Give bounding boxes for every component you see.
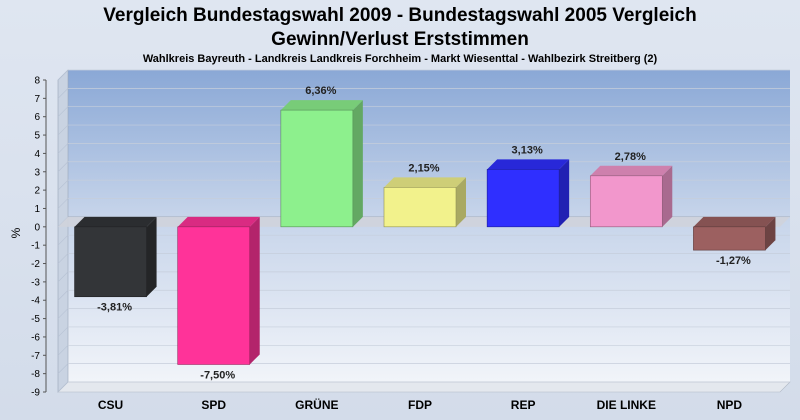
x-tick-label: NPD: [717, 398, 743, 412]
y-tick-label: -8: [31, 369, 40, 380]
bar-top: [74, 216, 157, 227]
bar: [589, 175, 663, 228]
bar: [383, 187, 457, 228]
y-tick-label: 4: [34, 149, 40, 160]
plot-left-wall: [57, 69, 69, 393]
chart-title-line2: Gewinn/Verlust Erststimmen: [271, 29, 529, 50]
gridline-depth: [57, 253, 69, 264]
data-label: -3,81%: [97, 302, 132, 314]
bar-side: [249, 216, 260, 365]
x-tick-label: SPD: [201, 398, 226, 412]
data-label: 6,36%: [305, 85, 336, 97]
bar-top: [487, 159, 570, 170]
bar-top: [280, 100, 363, 111]
y-axis-label: %: [9, 227, 23, 238]
gridline-depth: [57, 198, 69, 209]
bar: [280, 109, 354, 228]
data-label: -7,50%: [200, 369, 235, 381]
gridline-depth: [57, 345, 69, 356]
y-tick-label: 3: [34, 167, 40, 178]
chart-subtitle: Wahlkreis Bayreuth - Landkreis Landkreis…: [142, 53, 658, 65]
plot-floor: [57, 381, 791, 393]
gridline-depth: [57, 290, 69, 301]
gridline-depth: [57, 69, 69, 81]
bar-top: [590, 165, 673, 176]
y-tick-label: 2: [34, 186, 40, 197]
bar-top: [384, 177, 466, 188]
x-axis: CSU SPD GRÜNE FDP REP DIE LINKE NPD: [98, 397, 743, 412]
bar-side: [456, 177, 466, 227]
y-tick-label: -7: [31, 351, 40, 362]
bar: [693, 226, 766, 251]
gridline-depth: [57, 124, 69, 136]
gridline-depth: [57, 106, 69, 117]
y-tick-label: -1: [31, 241, 40, 252]
gridline-depth: [57, 234, 69, 246]
y-tick-label: 1: [34, 204, 40, 215]
gridline-depth: [57, 179, 69, 191]
bar: [74, 226, 147, 298]
y-tick-label: 0: [34, 222, 40, 233]
chart-title: Vergleich Bundestagswahl 2009 - Bundesta…: [103, 5, 697, 26]
y-tick-label: 8: [34, 76, 40, 87]
y-axis: 8 7 6 5 4 3 2 1 0 -1 -2 -3 -4 -5 -6 -7 -8 -9: [31, 76, 47, 399]
data-label: -1,27%: [716, 255, 751, 267]
y-tick-label: -2: [31, 259, 40, 270]
bar-top: [693, 216, 776, 227]
data-label: 3,13%: [512, 144, 543, 156]
bar: [486, 169, 560, 228]
gridline-depth: [57, 161, 69, 172]
gridline-depth: [57, 308, 69, 319]
x-tick-label: GRÜNE: [295, 397, 338, 412]
y-tick-label: -3: [31, 277, 40, 288]
y-tick-label: 7: [34, 94, 40, 105]
y-tick-label: -9: [31, 388, 40, 399]
y-tick-label: -5: [31, 314, 40, 325]
data-label: 2,15%: [408, 162, 439, 174]
bar-side: [146, 216, 157, 297]
plot-back-wall: [58, 70, 790, 392]
gridline-depth: [57, 271, 69, 283]
y-tick-label: -6: [31, 332, 40, 343]
y-tick-label: -4: [31, 296, 40, 307]
bar-side: [352, 100, 363, 227]
plot-background: [57, 69, 791, 393]
bar-side: [662, 165, 673, 227]
x-tick-label: DIE LINKE: [597, 398, 656, 412]
data-label: 2,78%: [615, 151, 646, 163]
y-tick-label: 5: [34, 131, 40, 142]
gridline-depth: [57, 326, 69, 338]
gridline-depth: [57, 363, 69, 374]
bars: -3,81% -7,50% 6,36% 2,15% 3,13% 2,78% -1,27%: [74, 85, 776, 381]
bar-side: [765, 216, 776, 251]
x-tick-label: FDP: [408, 398, 432, 412]
bar-side: [559, 159, 570, 227]
gridline-depth: [57, 143, 69, 154]
x-tick-label: REP: [511, 398, 536, 412]
x-tick-label: CSU: [98, 398, 123, 412]
gridline-depth: [57, 88, 69, 99]
gridline-depth: [57, 381, 69, 393]
bar: [177, 226, 251, 365]
y-tick-label: 6: [34, 112, 40, 123]
bar-top: [177, 216, 260, 227]
